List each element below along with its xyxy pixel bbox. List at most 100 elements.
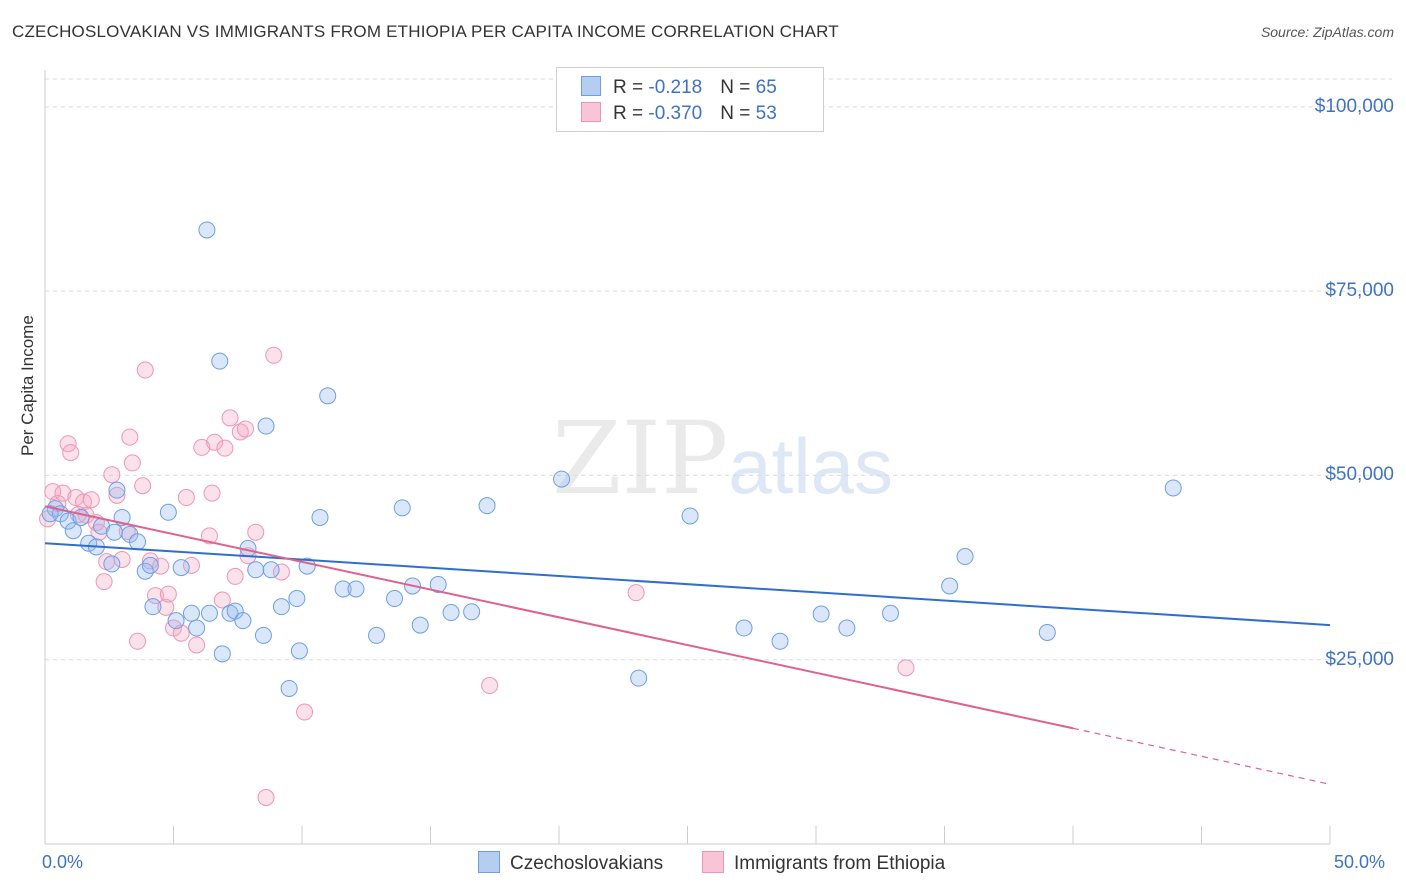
- czech-point: [198, 221, 216, 239]
- watermark-zip: ZIP: [552, 400, 729, 517]
- ethiopia-point: [121, 428, 139, 446]
- czech-point: [735, 619, 753, 637]
- legend-r-value: -0.218: [648, 77, 703, 98]
- ethiopia-point: [247, 523, 265, 541]
- czech-swatch: [581, 76, 601, 96]
- legend-row-czech: R = -0.218 N = 65: [581, 76, 777, 100]
- legend-n-label: N =: [720, 103, 756, 124]
- czech-point: [311, 508, 329, 526]
- czech-point: [59, 512, 77, 530]
- czech-point: [72, 508, 90, 526]
- czech-point: [956, 548, 974, 566]
- y-axis-label: Per Capita Income: [18, 315, 37, 456]
- ethiopia-point: [272, 563, 290, 581]
- czech-point: [368, 626, 386, 644]
- legend-r-label: R =: [613, 77, 649, 98]
- czech-points: [41, 221, 1182, 697]
- czech-trend-line: [44, 542, 1331, 627]
- ethiopia-point: [213, 591, 231, 609]
- czech-point: [144, 598, 162, 616]
- ethiopia-point: [481, 677, 499, 695]
- ethiopia-point: [147, 587, 165, 605]
- czech-point: [838, 619, 856, 637]
- czech-point: [429, 576, 447, 594]
- ethiopia-point: [177, 489, 195, 507]
- ethiopia-point: [141, 552, 159, 570]
- czech-point: [247, 561, 265, 579]
- czech-point: [280, 679, 298, 697]
- czech-swatch: [478, 851, 500, 873]
- czech-point: [200, 604, 218, 622]
- bottom-legend-ethiopia: Immigrants from Ethiopia: [702, 851, 945, 875]
- czech-point: [272, 598, 290, 616]
- ethiopia-point: [159, 585, 177, 603]
- czech-point: [681, 507, 699, 525]
- gridlines: [45, 78, 1392, 661]
- ethiopia-trend-line: [44, 505, 1074, 730]
- czech-point: [141, 556, 159, 574]
- ethiopia-trend-extension: [1072, 727, 1331, 785]
- legend-n-value: 53: [755, 103, 777, 124]
- czech-point: [771, 632, 789, 650]
- ethiopia-point: [627, 584, 645, 602]
- ethiopia-point: [265, 346, 283, 364]
- ethiopia-point: [193, 438, 211, 456]
- watermark: ZIPatlas: [552, 400, 893, 517]
- ethiopia-point: [231, 423, 249, 441]
- czech-point: [411, 616, 429, 634]
- ethiopia-point: [123, 454, 141, 472]
- chart-title: CZECHOSLOVAKIAN VS IMMIGRANTS FROM ETHIO…: [12, 22, 839, 41]
- ethiopia-point: [129, 632, 147, 650]
- ethiopia-point: [157, 598, 175, 616]
- czech-point: [41, 505, 59, 523]
- ethiopia-point: [113, 550, 131, 568]
- czech-point: [334, 580, 352, 598]
- bottom-legend-czech: Czechoslovakians: [478, 851, 663, 875]
- ethiopia-point: [172, 624, 190, 642]
- legend-row-ethiopia: R = -0.370 N = 53: [581, 102, 777, 126]
- ethiopia-point: [203, 484, 221, 502]
- ethiopia-point: [897, 659, 915, 677]
- legend-r-value: -0.370: [648, 103, 703, 124]
- czech-point: [347, 580, 365, 598]
- legend-n-label: N =: [720, 77, 756, 98]
- czech-point: [213, 645, 231, 663]
- ethiopia-point: [82, 491, 100, 509]
- y-tick-label: $100,000: [1314, 95, 1394, 117]
- bottom-legend-label: Immigrants from Ethiopia: [734, 853, 946, 874]
- ethiopia-point: [103, 466, 121, 484]
- ethiopia-point: [95, 573, 113, 591]
- czech-point: [188, 619, 206, 637]
- czech-point: [108, 481, 126, 499]
- czech-point: [182, 604, 200, 622]
- czech-point: [478, 497, 496, 515]
- czech-point: [254, 626, 272, 644]
- czech-point: [553, 470, 571, 488]
- czech-point: [257, 417, 275, 435]
- czech-point: [64, 522, 82, 540]
- czech-point: [234, 612, 252, 630]
- czech-point: [105, 523, 123, 541]
- ethiopia-swatch: [702, 851, 724, 873]
- ethiopia-point: [182, 556, 200, 574]
- y-tick-label: $50,000: [1325, 464, 1394, 486]
- ethiopia-point: [188, 636, 206, 654]
- ethiopia-point: [200, 527, 218, 545]
- czech-point: [211, 352, 229, 370]
- ethiopia-point: [134, 477, 152, 495]
- legend-n-value: 65: [755, 77, 777, 98]
- czech-point: [463, 603, 481, 621]
- watermark-atlas: atlas: [728, 422, 894, 510]
- ethiopia-point: [62, 444, 80, 462]
- source-label: Source: ZipAtlas.com: [1260, 24, 1394, 40]
- legend-r-label: R =: [613, 103, 649, 124]
- czech-point: [172, 559, 190, 577]
- correlation-legend: R = -0.218 N = 65 R = -0.370 N = 53: [556, 67, 824, 132]
- ethiopia-point: [136, 361, 154, 379]
- czech-point: [262, 561, 280, 579]
- czech-point: [386, 590, 404, 608]
- ethiopia-point: [221, 409, 239, 427]
- ethiopia-point: [296, 703, 314, 721]
- x-tick-label-min: 0.0%: [42, 852, 84, 872]
